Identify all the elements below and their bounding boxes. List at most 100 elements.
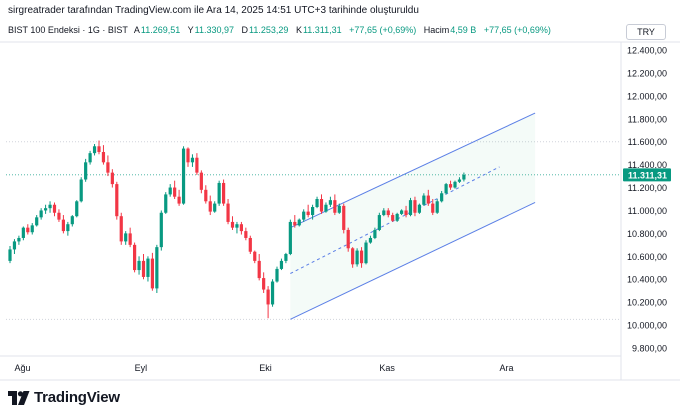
candle-down bbox=[106, 162, 110, 173]
candle-up bbox=[137, 260, 141, 271]
y-tick-label: 9.800,00 bbox=[632, 344, 667, 354]
change-value: +77,65 (+0,69%) bbox=[349, 25, 417, 35]
candle-up bbox=[75, 201, 79, 217]
candle-down bbox=[244, 231, 248, 238]
candle-up bbox=[311, 207, 315, 216]
candle-down bbox=[61, 219, 65, 232]
candle-up bbox=[275, 268, 279, 282]
candle-down bbox=[208, 201, 212, 212]
candle-down bbox=[257, 260, 261, 279]
last-price-label: 11.311,31 bbox=[628, 170, 667, 180]
candle-up bbox=[373, 229, 377, 238]
chart-caption: sirgreatrader tarafından TradingView.com… bbox=[8, 5, 419, 16]
symbol-title[interactable]: BIST 100 Endeksi · 1G · BIST bbox=[8, 25, 128, 35]
high-value: 11.330,97 bbox=[194, 25, 235, 35]
candle-up bbox=[70, 216, 74, 225]
candle-up bbox=[84, 162, 88, 180]
x-tick-label: Eyl bbox=[135, 363, 148, 373]
candle-up bbox=[279, 260, 284, 269]
y-tick-label: 10.600,00 bbox=[627, 252, 667, 262]
candle-up bbox=[457, 179, 462, 182]
candle-up bbox=[462, 174, 466, 180]
candle-up bbox=[288, 221, 292, 255]
candle-up bbox=[92, 146, 97, 154]
candle-down bbox=[346, 229, 350, 249]
candle-up bbox=[355, 250, 359, 265]
candle-up bbox=[315, 199, 319, 208]
x-tick-label: Ara bbox=[500, 363, 514, 373]
candle-up bbox=[159, 212, 163, 248]
currency-selector[interactable]: TRY bbox=[626, 24, 666, 40]
candle-up bbox=[190, 157, 195, 163]
candle-down bbox=[230, 221, 235, 228]
volume-change-value: +77,65 (+0,69%) bbox=[483, 25, 551, 35]
candle-down bbox=[319, 199, 324, 212]
candle-up bbox=[364, 242, 368, 264]
tradingview-brand-text: TradingView bbox=[34, 389, 120, 406]
candle-up bbox=[444, 184, 448, 194]
x-tick-label: Eki bbox=[259, 363, 272, 373]
close-value: 11.311,31 bbox=[302, 25, 342, 35]
candle-up bbox=[368, 237, 373, 243]
candle-up bbox=[30, 225, 34, 233]
candle-down bbox=[262, 278, 266, 290]
volume-value: 4,59 B bbox=[450, 25, 477, 35]
candle-up bbox=[39, 210, 43, 218]
close-label: K bbox=[295, 25, 302, 35]
y-tick-label: 11.400,00 bbox=[628, 160, 667, 170]
candle-down bbox=[386, 210, 390, 216]
candle-down bbox=[253, 251, 257, 261]
candle-up bbox=[440, 193, 444, 202]
x-tick-label: Kas bbox=[379, 363, 395, 373]
low-value: 11.253,29 bbox=[249, 25, 289, 35]
candle-up bbox=[48, 204, 52, 209]
channel-lower-line bbox=[290, 201, 536, 320]
open-label: A bbox=[133, 25, 140, 35]
candle-up bbox=[217, 182, 221, 204]
candle-up bbox=[270, 281, 275, 305]
candle-up bbox=[324, 204, 328, 212]
candle-up bbox=[400, 210, 404, 214]
candle-down bbox=[195, 157, 199, 173]
candle-down bbox=[141, 260, 146, 277]
candle-up bbox=[44, 208, 48, 211]
candle-up bbox=[302, 211, 306, 220]
high-label: Y bbox=[187, 25, 194, 35]
candle-up bbox=[12, 241, 17, 250]
candle-up bbox=[66, 224, 70, 232]
candle-down bbox=[426, 195, 430, 204]
y-tick-label: 11.200,00 bbox=[628, 183, 667, 193]
y-tick-label: 12.200,00 bbox=[627, 68, 667, 78]
y-tick-label: 10.000,00 bbox=[627, 321, 667, 331]
y-tick-label: 10.800,00 bbox=[627, 229, 667, 239]
last-price-tag bbox=[623, 168, 671, 182]
candle-down bbox=[239, 224, 243, 232]
candle-up bbox=[297, 219, 301, 226]
open-value: 11.269,51 bbox=[140, 25, 181, 35]
candle-up bbox=[35, 217, 39, 226]
candle-up bbox=[168, 187, 172, 195]
candle-down bbox=[342, 205, 346, 230]
candle-up bbox=[453, 181, 457, 188]
candle-down bbox=[57, 212, 61, 220]
candle-up bbox=[164, 194, 168, 213]
candle-down bbox=[119, 216, 123, 242]
y-tick-label: 10.400,00 bbox=[627, 275, 667, 285]
candle-down bbox=[404, 210, 408, 216]
tradingview-logo[interactable]: TradingView bbox=[8, 389, 120, 406]
low-label: D bbox=[241, 25, 249, 35]
candle-down bbox=[173, 187, 177, 197]
candle-down bbox=[177, 196, 181, 204]
candle-up bbox=[146, 258, 150, 277]
candle-down bbox=[306, 211, 310, 216]
candle-up bbox=[17, 237, 21, 242]
candle-down bbox=[226, 203, 230, 222]
candles-group bbox=[8, 140, 466, 319]
candle-up bbox=[124, 233, 128, 242]
y-tick-label: 11.600,00 bbox=[628, 137, 667, 147]
candle-up bbox=[284, 254, 288, 261]
y-tick-label: 12.400,00 bbox=[627, 46, 667, 56]
currency-label: TRY bbox=[637, 27, 655, 37]
y-tick-label: 12.000,00 bbox=[627, 91, 667, 101]
